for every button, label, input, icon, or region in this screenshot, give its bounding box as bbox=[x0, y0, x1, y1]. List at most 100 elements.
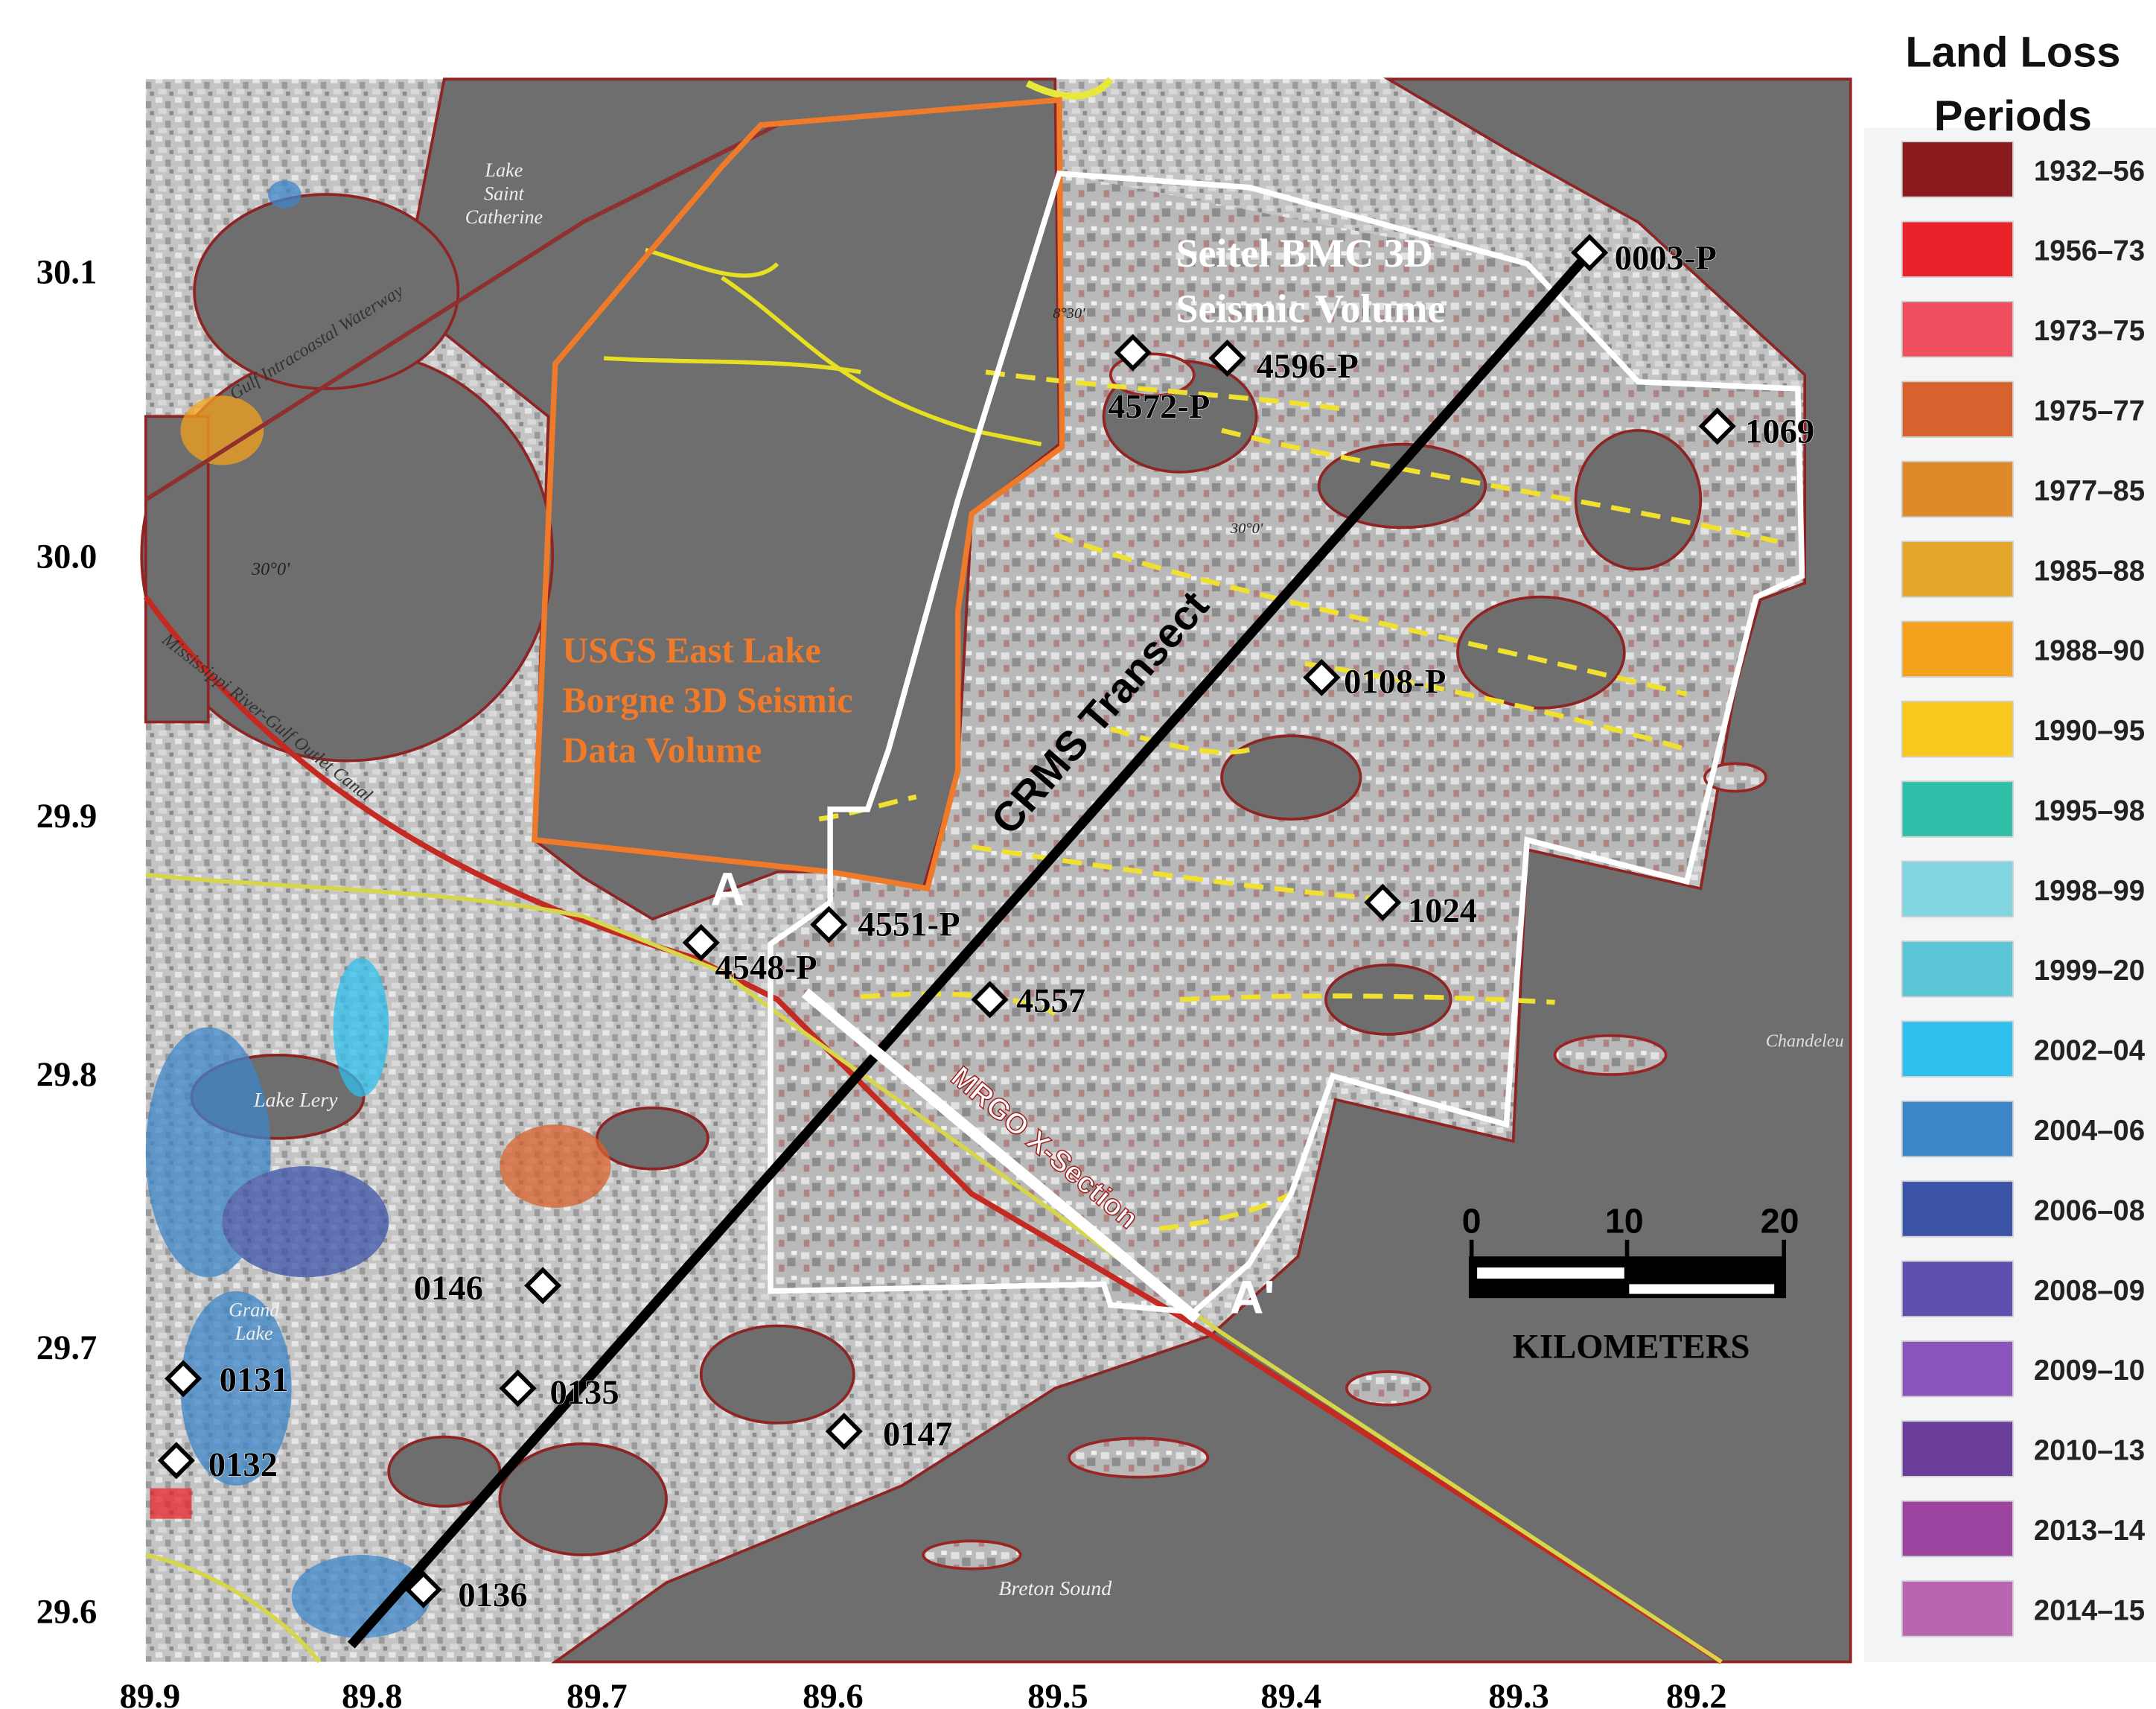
station-marker bbox=[1698, 407, 1736, 445]
legend-swatch bbox=[1901, 1180, 2014, 1238]
section-end: A' bbox=[1230, 1272, 1275, 1324]
station-label: 4548-P bbox=[715, 948, 817, 987]
station-marker bbox=[1303, 658, 1341, 696]
station-marker bbox=[499, 1369, 537, 1407]
latitude-label: 29.9 bbox=[36, 797, 98, 836]
legend-label: 1975–77 bbox=[2034, 395, 2145, 427]
legend-swatch bbox=[1901, 1100, 2014, 1158]
place-name: Catherine bbox=[465, 206, 543, 228]
legend-swatch bbox=[1901, 700, 2014, 758]
legend-swatch bbox=[1901, 301, 2014, 358]
station-label: 0135 bbox=[549, 1373, 619, 1412]
place-name: 8°30' bbox=[1053, 305, 1085, 322]
legend-swatch bbox=[1901, 460, 2014, 518]
legend-swatch bbox=[1901, 1020, 2014, 1078]
legend-label: 2009–10 bbox=[2034, 1355, 2145, 1387]
legend-label: 2014–15 bbox=[2034, 1594, 2145, 1626]
station-marker bbox=[524, 1267, 562, 1305]
legend-label: 1990–95 bbox=[2034, 715, 2145, 747]
station-marker bbox=[1364, 883, 1402, 921]
longitude-label: 89.4 bbox=[1260, 1677, 1321, 1709]
scale-tick-label: 10 bbox=[1605, 1202, 1644, 1241]
place-name: Breton Sound bbox=[998, 1577, 1112, 1600]
station-marker bbox=[157, 1442, 195, 1480]
place-name: Lake bbox=[235, 1323, 273, 1344]
legend-label: 2010–13 bbox=[2034, 1435, 2145, 1467]
legend-swatch bbox=[1901, 1340, 2014, 1398]
longitude-label: 89.8 bbox=[342, 1677, 403, 1709]
legend-label: 2013–14 bbox=[2034, 1515, 2145, 1547]
station-label: 0146 bbox=[414, 1269, 483, 1308]
station-label: 4596-P bbox=[1257, 347, 1359, 386]
legend-swatch bbox=[1901, 860, 2014, 918]
place-name: 30°0' bbox=[1230, 521, 1263, 537]
usgs-area-label: Borgne 3D Seismic bbox=[562, 681, 852, 720]
station-marker bbox=[682, 923, 720, 961]
legend-label: 1977–85 bbox=[2034, 475, 2145, 507]
legend-label: 1973–75 bbox=[2034, 315, 2145, 347]
station-marker bbox=[165, 1360, 202, 1398]
station-marker bbox=[1208, 339, 1246, 378]
place-name: Lake bbox=[485, 159, 523, 181]
place-name: Lake Lery bbox=[253, 1089, 338, 1112]
legend-label: 1995–98 bbox=[2034, 795, 2145, 827]
seitel-area-label: Seismic Volume bbox=[1176, 287, 1445, 331]
section-start: A bbox=[710, 864, 744, 916]
legend-label: 1956–73 bbox=[2034, 235, 2145, 267]
longitude-label: 89.9 bbox=[120, 1677, 181, 1709]
scale-tick-label: 0 bbox=[1462, 1202, 1482, 1241]
longitude-label: 89.6 bbox=[803, 1677, 864, 1709]
legend-label: 2006–08 bbox=[2034, 1194, 2145, 1226]
legend-label: 2004–06 bbox=[2034, 1115, 2145, 1147]
legend-title: Periods bbox=[1934, 92, 2092, 140]
latitude-label: 29.6 bbox=[36, 1592, 98, 1631]
station-label: 0147 bbox=[883, 1415, 952, 1454]
legend-swatch bbox=[1901, 941, 2014, 998]
latitude-label: 30.0 bbox=[36, 538, 98, 576]
station-marker bbox=[971, 981, 1009, 1019]
scale-tick-label: 20 bbox=[1761, 1202, 1799, 1241]
longitude-label: 89.7 bbox=[567, 1677, 628, 1709]
legend-swatch bbox=[1901, 1420, 2014, 1477]
longitude-label: 89.5 bbox=[1027, 1677, 1088, 1709]
legend-label: 2002–04 bbox=[2034, 1035, 2145, 1067]
legend-label: 1998–99 bbox=[2034, 875, 2145, 907]
legend-swatch bbox=[1901, 381, 2014, 438]
legend-label: 1999–20 bbox=[2034, 955, 2145, 987]
place-name: Grand bbox=[229, 1299, 280, 1320]
station-marker bbox=[810, 906, 848, 943]
place-name: Saint bbox=[484, 182, 524, 204]
legend-swatch bbox=[1901, 1580, 2014, 1638]
station-label: 0003-P bbox=[1615, 239, 1717, 278]
station-label: 0132 bbox=[208, 1445, 278, 1484]
station-label: 0108-P bbox=[1344, 662, 1446, 701]
station-label: 0136 bbox=[458, 1576, 527, 1614]
station-label: 0131 bbox=[220, 1360, 289, 1399]
longitude-label: 89.3 bbox=[1488, 1677, 1549, 1709]
usgs-area-label: Data Volume bbox=[562, 731, 762, 771]
legend-label: 1985–88 bbox=[2034, 555, 2145, 587]
latitude-label: 30.1 bbox=[36, 252, 98, 291]
seitel-area-label: Seitel BMC 3D bbox=[1176, 231, 1432, 276]
legend-label: 1932–56 bbox=[2034, 155, 2145, 187]
legend-title: Land Loss bbox=[1905, 28, 2120, 76]
station-label: 4572-P bbox=[1108, 387, 1210, 426]
longitude-label: 89.2 bbox=[1666, 1677, 1727, 1709]
legend-swatch bbox=[1901, 620, 2014, 678]
station-label: 4551-P bbox=[858, 906, 960, 944]
usgs-area-label: USGS East Lake bbox=[562, 631, 820, 670]
station-marker bbox=[1114, 334, 1152, 372]
legend-swatch bbox=[1901, 141, 2014, 198]
legend-swatch bbox=[1901, 541, 2014, 598]
scale-unit: KILOMETERS bbox=[1513, 1327, 1750, 1366]
place-name: 30°0' bbox=[251, 559, 290, 579]
station-label: 1024 bbox=[1408, 891, 1477, 930]
station-label: 4557 bbox=[1016, 981, 1085, 1020]
place-name: Chandeleu bbox=[1766, 1031, 1844, 1051]
legend-swatch bbox=[1901, 1500, 2014, 1558]
legend-label: 2008–09 bbox=[2034, 1275, 2145, 1307]
station-marker bbox=[825, 1413, 863, 1451]
station-marker bbox=[404, 1570, 442, 1608]
